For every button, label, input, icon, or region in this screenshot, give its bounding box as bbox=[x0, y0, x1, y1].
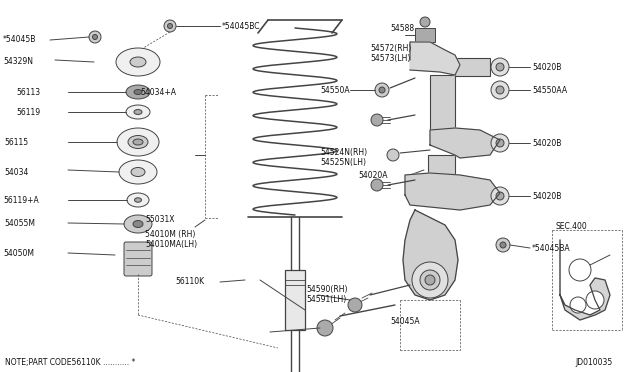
Text: *54045BC: *54045BC bbox=[222, 22, 260, 31]
Ellipse shape bbox=[119, 160, 157, 184]
Text: 54550A: 54550A bbox=[320, 86, 349, 95]
Polygon shape bbox=[403, 210, 458, 300]
Text: 54329N: 54329N bbox=[3, 57, 33, 66]
Text: 54591(LH): 54591(LH) bbox=[306, 295, 346, 304]
Circle shape bbox=[496, 139, 504, 147]
Circle shape bbox=[500, 242, 506, 248]
Circle shape bbox=[496, 63, 504, 71]
Text: 54573(LH): 54573(LH) bbox=[370, 54, 410, 63]
Circle shape bbox=[93, 35, 97, 39]
Ellipse shape bbox=[116, 48, 160, 76]
Text: 54020B: 54020B bbox=[532, 139, 561, 148]
Text: 54055M: 54055M bbox=[4, 219, 35, 228]
Text: 54588: 54588 bbox=[390, 24, 414, 33]
Text: 54524N(RH): 54524N(RH) bbox=[320, 148, 367, 157]
Text: 54034: 54034 bbox=[4, 168, 28, 177]
Text: 54550AA: 54550AA bbox=[532, 86, 567, 95]
Circle shape bbox=[371, 179, 383, 191]
Ellipse shape bbox=[133, 139, 143, 145]
Circle shape bbox=[491, 58, 509, 76]
Circle shape bbox=[420, 270, 440, 290]
Bar bbox=[428, 155, 455, 195]
Circle shape bbox=[89, 31, 101, 43]
Bar bbox=[430, 75, 455, 145]
Text: 54010MA(LH): 54010MA(LH) bbox=[145, 240, 197, 249]
Ellipse shape bbox=[133, 221, 143, 228]
FancyBboxPatch shape bbox=[124, 242, 152, 276]
Ellipse shape bbox=[126, 85, 150, 99]
Circle shape bbox=[496, 238, 510, 252]
Text: 55031X: 55031X bbox=[145, 215, 175, 224]
Circle shape bbox=[371, 114, 383, 126]
Ellipse shape bbox=[127, 193, 149, 207]
Text: 54020B: 54020B bbox=[532, 63, 561, 72]
Text: 54020A: 54020A bbox=[358, 171, 387, 180]
Polygon shape bbox=[405, 173, 500, 210]
Circle shape bbox=[491, 187, 509, 205]
Text: 54572(RH): 54572(RH) bbox=[370, 44, 412, 53]
Text: 56110K: 56110K bbox=[175, 277, 204, 286]
Text: 54020B: 54020B bbox=[532, 192, 561, 201]
Ellipse shape bbox=[134, 90, 142, 94]
Text: JD010035: JD010035 bbox=[575, 358, 612, 367]
Circle shape bbox=[348, 298, 362, 312]
Text: 54010M (RH): 54010M (RH) bbox=[145, 230, 195, 239]
Ellipse shape bbox=[130, 57, 146, 67]
Text: SEC.400: SEC.400 bbox=[555, 222, 587, 231]
Bar bbox=[415, 28, 435, 42]
Circle shape bbox=[168, 23, 173, 29]
Circle shape bbox=[586, 291, 604, 309]
Ellipse shape bbox=[131, 167, 145, 176]
Ellipse shape bbox=[128, 135, 148, 148]
Text: 54034+A: 54034+A bbox=[140, 88, 176, 97]
Circle shape bbox=[496, 192, 504, 200]
Circle shape bbox=[164, 20, 176, 32]
Text: 54050M: 54050M bbox=[3, 249, 34, 258]
Text: 56113: 56113 bbox=[16, 88, 40, 97]
Text: 54525N(LH): 54525N(LH) bbox=[320, 158, 366, 167]
Text: 54045A: 54045A bbox=[390, 317, 420, 326]
Text: *54045BA: *54045BA bbox=[532, 244, 571, 253]
Circle shape bbox=[570, 297, 586, 313]
Ellipse shape bbox=[126, 105, 150, 119]
Text: NOTE;PART CODE56110K ........... *: NOTE;PART CODE56110K ........... * bbox=[5, 358, 136, 367]
Circle shape bbox=[425, 275, 435, 285]
Bar bbox=[455, 58, 490, 76]
Circle shape bbox=[491, 134, 509, 152]
Text: 54590(RH): 54590(RH) bbox=[306, 285, 348, 294]
Ellipse shape bbox=[134, 109, 142, 115]
Circle shape bbox=[496, 86, 504, 94]
Circle shape bbox=[569, 259, 591, 281]
Circle shape bbox=[412, 262, 448, 298]
Text: 56115: 56115 bbox=[4, 138, 28, 147]
Text: 56119: 56119 bbox=[16, 108, 40, 117]
Polygon shape bbox=[430, 128, 500, 158]
Circle shape bbox=[317, 320, 333, 336]
Polygon shape bbox=[560, 240, 610, 320]
Circle shape bbox=[375, 83, 389, 97]
Ellipse shape bbox=[124, 215, 152, 233]
Circle shape bbox=[379, 87, 385, 93]
Ellipse shape bbox=[134, 198, 141, 202]
Circle shape bbox=[387, 149, 399, 161]
Ellipse shape bbox=[117, 128, 159, 156]
Text: 56119+A: 56119+A bbox=[3, 196, 39, 205]
Circle shape bbox=[491, 81, 509, 99]
Text: *54045B: *54045B bbox=[3, 35, 36, 44]
Circle shape bbox=[420, 17, 430, 27]
Bar bbox=[285, 270, 305, 330]
Polygon shape bbox=[410, 42, 460, 75]
